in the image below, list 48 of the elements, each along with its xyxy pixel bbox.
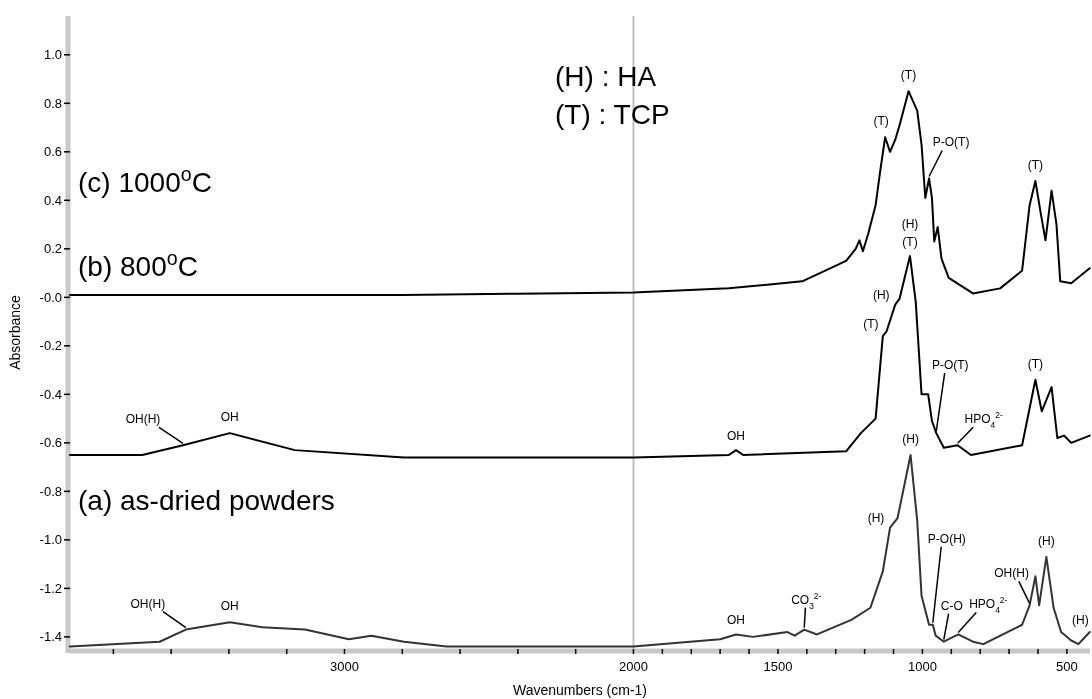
annotation: C-O: [940, 598, 963, 613]
annotation: OH(H): [994, 566, 1029, 581]
annotation: (T): [873, 114, 889, 129]
annotation: (H): [872, 287, 890, 302]
annotation: OH: [727, 429, 746, 444]
y-tick-label: -0.2: [39, 338, 62, 354]
annotation: (T): [1027, 356, 1044, 371]
annotation: (T): [902, 235, 918, 250]
x-tick-label: 500: [1056, 659, 1078, 674]
annotation: (T): [900, 68, 917, 83]
y-tick-label: 0.4: [43, 192, 62, 208]
y-tick-label: 0.2: [43, 241, 62, 257]
annotation: (T): [863, 317, 879, 332]
x-tick-label: 3000: [330, 659, 359, 674]
y-tick-label: -0.8: [39, 483, 62, 499]
annotation: P-O(T): [932, 135, 970, 150]
y-tick-label: -1.4: [39, 629, 62, 645]
y-tick-label: 0.8: [43, 95, 62, 111]
x-tick-label: 1500: [763, 659, 793, 674]
annotation: (H): [1038, 533, 1055, 548]
y-tick-label: -1.0: [39, 532, 62, 548]
annotation: (T): [1027, 157, 1044, 172]
annotation: (H): [867, 510, 885, 525]
y-tick-label: -0.6: [39, 435, 62, 451]
annotation: OH: [727, 613, 746, 628]
y-tick-label: 1.0: [43, 47, 62, 63]
annotation: (H): [901, 217, 919, 232]
annotation: OH(H): [130, 596, 166, 611]
annotation: (H) : HA: [555, 61, 657, 92]
y-axis-title: Absorbance: [7, 294, 23, 370]
annotation: OH: [220, 599, 239, 614]
annotation: P-O(H): [927, 531, 966, 546]
x-tick-label: 2000: [619, 659, 648, 674]
annotation: (H): [1072, 613, 1089, 628]
annotation: (c) 1000$^{o}$C: [78, 163, 212, 198]
y-tick-label: -0.0: [39, 289, 62, 305]
x-axis-title: Wavenumbers (cm-1): [512, 682, 648, 698]
annotation: (a) as-dried powders: [78, 485, 335, 516]
annotation: OH: [220, 410, 239, 425]
y-tick-label: -0.4: [39, 386, 62, 402]
x-tick-label: 1000: [907, 659, 937, 674]
annotation: P-O(T): [931, 358, 969, 373]
y-tick-label: 0.6: [43, 144, 62, 160]
y-tick-label: -1.2: [39, 580, 62, 596]
annotation: (b) 800$^{o}$C: [78, 247, 198, 282]
annotation: (T) : TCP: [555, 99, 670, 130]
annotation: OH(H): [125, 412, 161, 427]
annotation: (H): [902, 431, 919, 446]
